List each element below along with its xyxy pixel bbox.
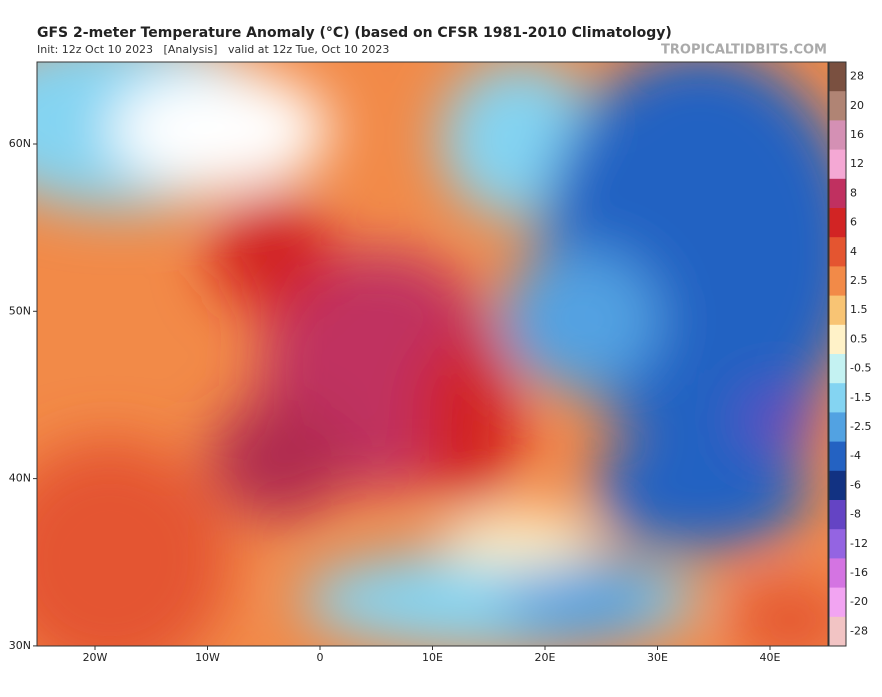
- lon-label: 20E: [535, 651, 556, 664]
- colorbar-label: 20: [850, 99, 864, 112]
- colorbar-swatch: [829, 616, 846, 647]
- colorbar-label: -0.5: [850, 362, 871, 375]
- lon-label: 40E: [760, 651, 781, 664]
- colorbar-swatch: [829, 149, 846, 180]
- colorbar-swatch: [829, 91, 846, 121]
- colorbar-frame: [828, 61, 847, 647]
- colorbar-label: -1.5: [850, 391, 871, 404]
- colorbar-label: 1.5: [850, 303, 868, 316]
- colorbar-swatch: [829, 178, 846, 209]
- colorbar-swatch: [829, 237, 846, 267]
- subtitle: Init: 12z Oct 10 2023 [Analysis] valid a…: [37, 43, 389, 56]
- colorbar-label: 2.5: [850, 274, 868, 287]
- map: [37, 62, 828, 646]
- colorbar-label: -4: [850, 449, 861, 462]
- lat-label: 40N: [9, 472, 31, 485]
- colorbar-label: 12: [850, 157, 864, 170]
- colorbar-swatch: [829, 529, 846, 559]
- lon-label: 0: [317, 651, 324, 664]
- lat-label: 50N: [9, 304, 31, 317]
- watermark: TROPICALTIDBITS.COM: [661, 43, 827, 58]
- colorbar-label: 4: [850, 245, 857, 258]
- colorbar-swatch: [829, 295, 846, 326]
- lat-label: 30N: [9, 639, 31, 652]
- colorbar-swatch: [829, 587, 846, 618]
- colorbar-swatch: [829, 558, 846, 589]
- lat-label: 60N: [9, 137, 31, 150]
- colorbar-label: -2.5: [850, 420, 871, 433]
- lon-label: 10E: [422, 651, 443, 664]
- colorbar-label: 16: [850, 128, 864, 141]
- colorbar-label: -8: [850, 508, 861, 521]
- colorbar-label: 6: [850, 216, 857, 229]
- colorbar-label: 28: [850, 70, 864, 83]
- title: GFS 2-meter Temperature Anomaly (°C) (ba…: [37, 25, 672, 41]
- colorbar-label: -6: [850, 478, 861, 491]
- colorbar-label: 0.5: [850, 332, 868, 345]
- colorbar-swatch: [829, 120, 846, 151]
- colorbar-swatch: [829, 324, 846, 355]
- colorbar-swatch: [829, 354, 846, 384]
- colorbar-label: -16: [850, 566, 868, 579]
- colorbar-swatch: [829, 383, 846, 413]
- colorbar-label: 8: [850, 186, 857, 199]
- lon-label: 30E: [647, 651, 668, 664]
- colorbar-swatch: [829, 208, 846, 238]
- colorbar-swatch: [829, 470, 846, 501]
- colorbar-label: -20: [850, 595, 868, 608]
- colorbar-swatch: [829, 412, 846, 443]
- colorbar-swatch: [829, 266, 846, 297]
- lon-label: 10W: [195, 651, 220, 664]
- colorbar-label: -28: [850, 624, 868, 637]
- lon-label: 20W: [83, 651, 108, 664]
- colorbar-label: -12: [850, 537, 868, 550]
- colorbar-swatch: [829, 62, 846, 92]
- colorbar-swatch: [829, 500, 846, 530]
- colorbar-swatch: [829, 441, 846, 472]
